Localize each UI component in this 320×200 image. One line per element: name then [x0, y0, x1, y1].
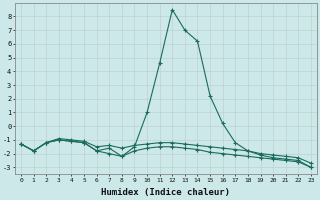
X-axis label: Humidex (Indice chaleur): Humidex (Indice chaleur) [101, 188, 230, 197]
